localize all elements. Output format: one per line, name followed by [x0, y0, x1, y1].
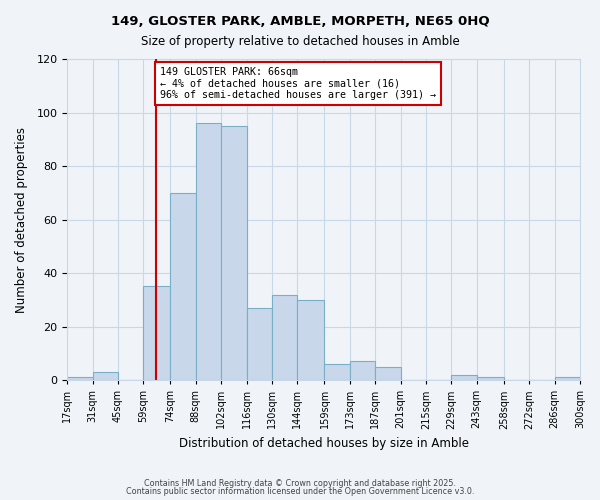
- Bar: [143, 286, 170, 380]
- Text: Size of property relative to detached houses in Amble: Size of property relative to detached ho…: [140, 35, 460, 48]
- Bar: [221, 126, 247, 380]
- Text: Contains HM Land Registry data © Crown copyright and database right 2025.: Contains HM Land Registry data © Crown c…: [144, 478, 456, 488]
- Bar: [247, 308, 272, 380]
- Bar: [477, 378, 504, 380]
- Bar: [298, 300, 325, 380]
- Bar: [554, 378, 580, 380]
- Bar: [170, 193, 196, 380]
- Bar: [272, 294, 298, 380]
- Bar: [92, 372, 118, 380]
- Bar: [325, 364, 350, 380]
- Text: 149 GLOSTER PARK: 66sqm
← 4% of detached houses are smaller (16)
96% of semi-det: 149 GLOSTER PARK: 66sqm ← 4% of detached…: [160, 67, 436, 100]
- X-axis label: Distribution of detached houses by size in Amble: Distribution of detached houses by size …: [179, 437, 469, 450]
- Text: 149, GLOSTER PARK, AMBLE, MORPETH, NE65 0HQ: 149, GLOSTER PARK, AMBLE, MORPETH, NE65 …: [110, 15, 490, 28]
- Bar: [350, 362, 375, 380]
- Y-axis label: Number of detached properties: Number of detached properties: [15, 126, 28, 312]
- Text: Contains public sector information licensed under the Open Government Licence v3: Contains public sector information licen…: [126, 487, 474, 496]
- Bar: [375, 367, 401, 380]
- Bar: [196, 123, 221, 380]
- Bar: [451, 375, 477, 380]
- Bar: [67, 378, 92, 380]
